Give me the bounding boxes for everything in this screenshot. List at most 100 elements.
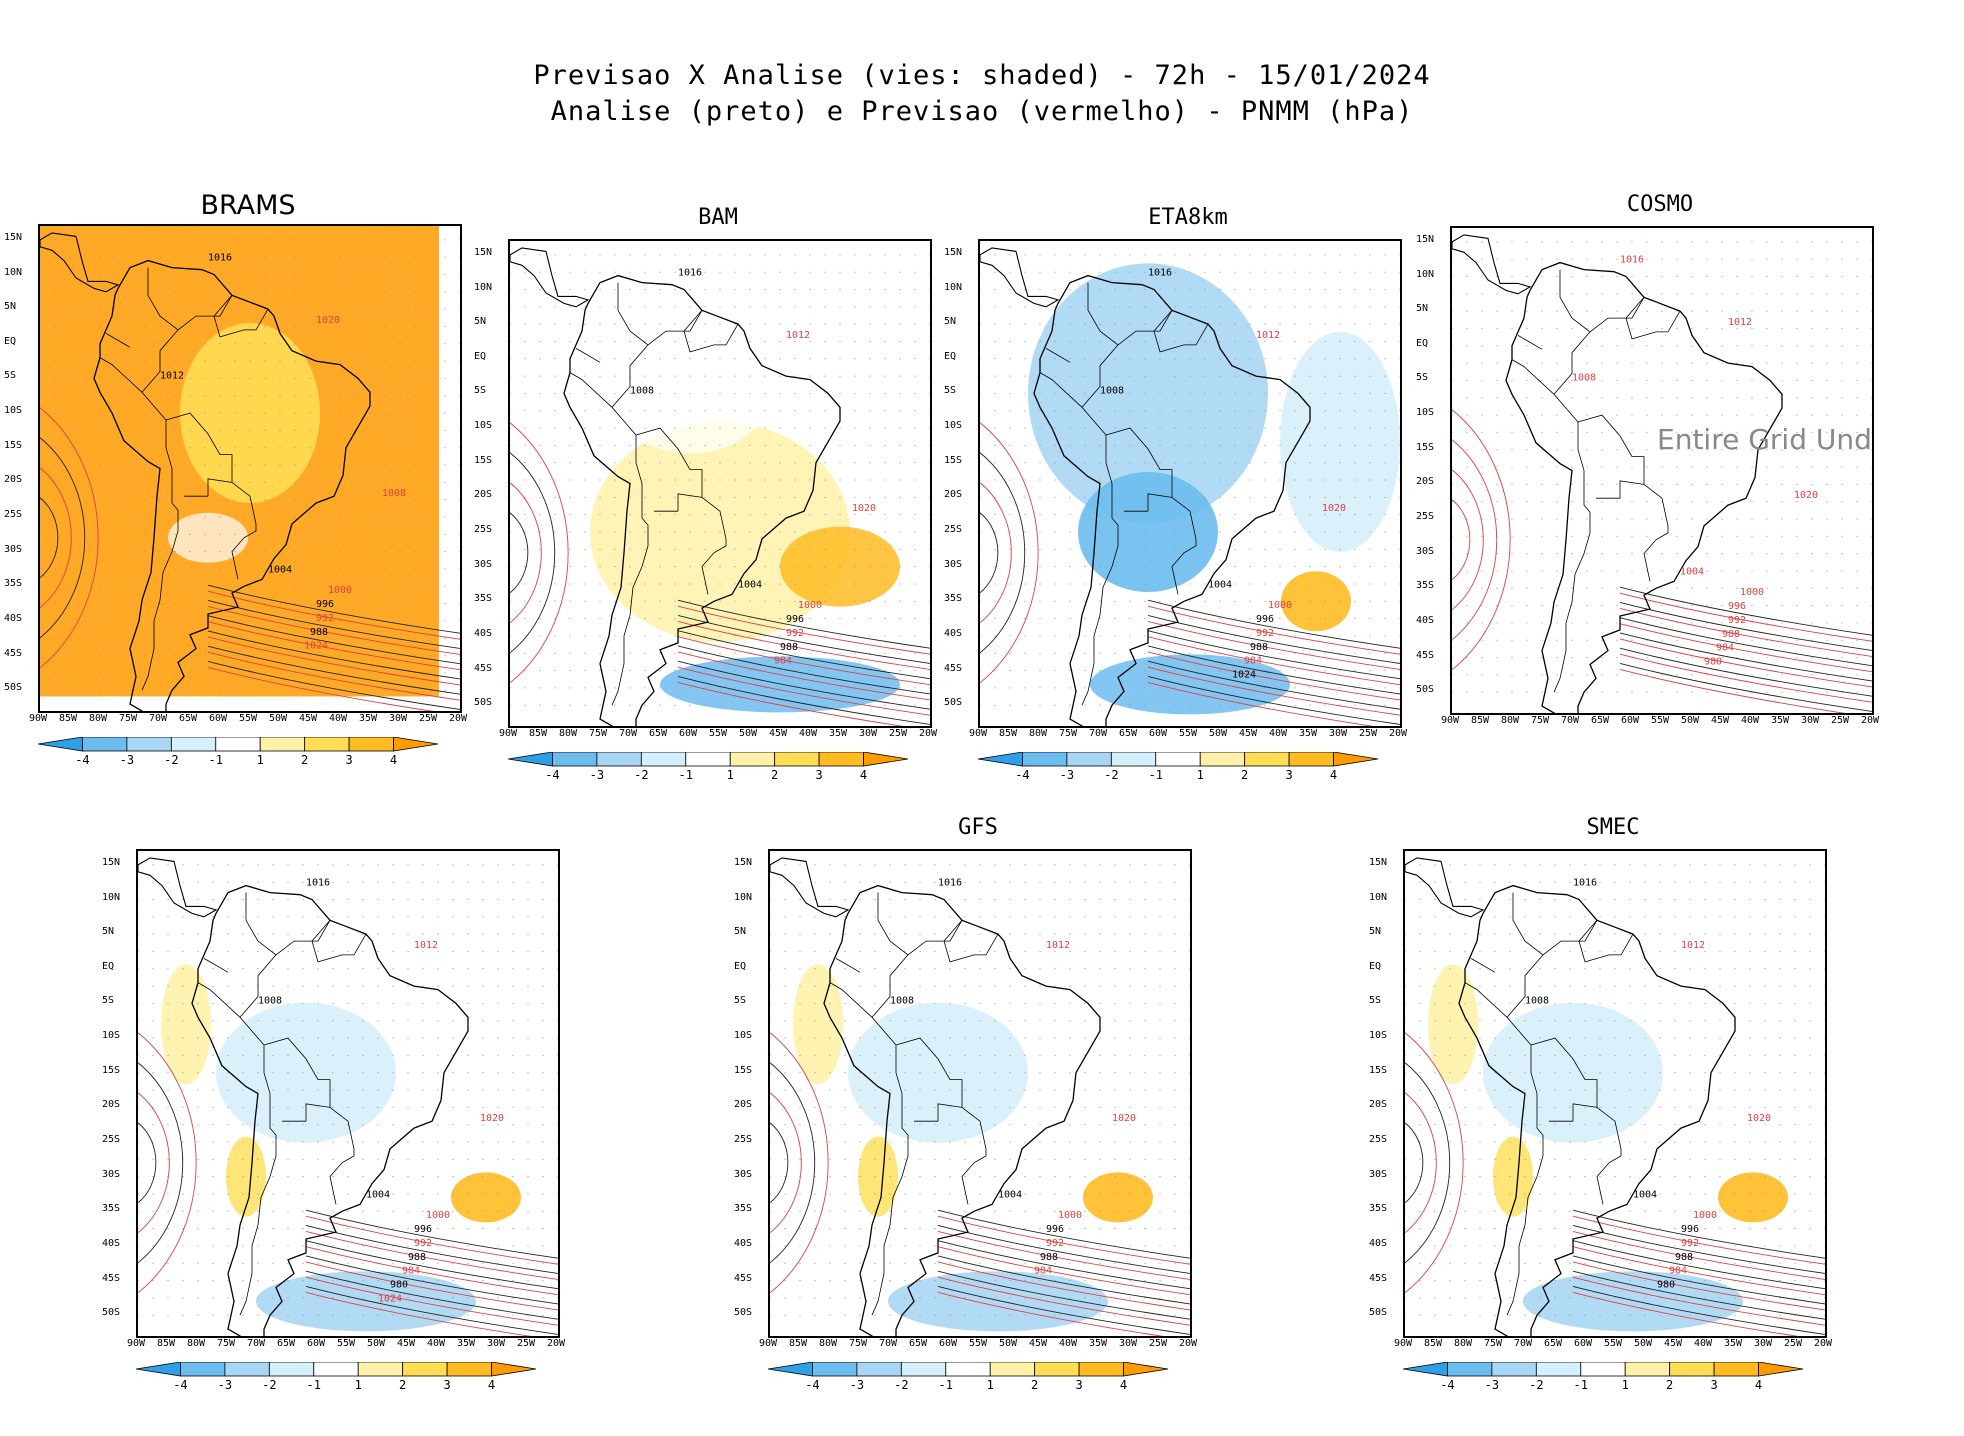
grid-dot (189, 429, 191, 431)
grid-dot (1339, 271, 1341, 273)
grid-dot (1114, 358, 1116, 360)
grid-dot (569, 548, 571, 550)
grid-dot (889, 1262, 891, 1264)
grid-dot (1646, 553, 1648, 555)
grid-dot (1721, 397, 1723, 399)
grid-dot (429, 273, 431, 276)
grid-dot (1541, 397, 1543, 399)
grid-dot (869, 548, 871, 550)
grid-dot (949, 1314, 951, 1316)
grid-dot (1661, 431, 1663, 433)
grid-dot (407, 1054, 409, 1056)
grid-dot (1219, 479, 1221, 481)
grid-dot (1144, 496, 1146, 498)
grid-dot (1556, 691, 1558, 693)
grid-dot (429, 343, 431, 345)
grid-dot (204, 585, 206, 587)
grid-dot (1481, 327, 1483, 330)
grid-dot (40, 620, 41, 622)
grid-dot (407, 1210, 409, 1212)
grid-dot (234, 654, 236, 657)
grid-dot (557, 881, 558, 883)
grid-dot (1781, 518, 1783, 520)
grid-dot (889, 1106, 891, 1108)
contour-label: 984 (1244, 656, 1262, 667)
grid-dot (554, 479, 556, 481)
grid-dot (54, 499, 56, 501)
grid-dot (114, 447, 116, 449)
lat-tick-label: EQ (474, 350, 487, 362)
grid-dot (994, 1262, 996, 1264)
grid-dot (182, 1089, 184, 1091)
grid-dot (884, 254, 886, 256)
grid-dot (84, 603, 86, 605)
grid-dot (949, 864, 951, 866)
grid-dot (859, 1037, 861, 1039)
grid-dot (569, 514, 571, 516)
grid-dot (779, 583, 781, 585)
grid-dot (354, 325, 356, 328)
grid-dot (129, 672, 131, 674)
grid-dot (1309, 427, 1311, 429)
grid-dot (429, 533, 431, 535)
grid-dot (914, 652, 916, 654)
grid-dot (1399, 288, 1400, 291)
grid-dot (219, 533, 221, 535)
contour-label: 1004 (1680, 566, 1704, 577)
grid-dot (452, 1002, 454, 1005)
grid-dot (369, 689, 371, 691)
grid-dot (1099, 704, 1101, 706)
grid-dot (1616, 293, 1618, 295)
grid-dot (1766, 622, 1768, 624)
grid-dot (914, 340, 916, 343)
grid-dot (294, 533, 296, 535)
grid-dot (794, 288, 796, 291)
grid-dot (704, 462, 706, 464)
lat-tick-label: 35S (734, 1203, 753, 1215)
grid-dot (1856, 501, 1858, 503)
grid-dot (1496, 691, 1498, 693)
contour-label: 1024 (1232, 670, 1256, 681)
grid-dot (159, 603, 161, 605)
grid-dot (354, 516, 356, 518)
grid-dot (799, 881, 801, 883)
grid-dot (994, 1193, 996, 1195)
lon-tick-label: 70W (149, 713, 168, 724)
grid-dot (1234, 358, 1236, 360)
grid-dot (114, 689, 116, 691)
grid-dot (452, 1210, 454, 1212)
grid-dot (1676, 622, 1678, 624)
grid-dot (1069, 669, 1071, 672)
grid-dot (554, 496, 556, 498)
grid-dot (1249, 340, 1251, 343)
grid-dot (159, 533, 161, 535)
grid-dot (1009, 864, 1011, 866)
grid-dot (422, 968, 424, 970)
grid-dot (1871, 674, 1872, 676)
grid-dot (437, 1089, 439, 1091)
lat-tick-label: 15N (474, 246, 493, 258)
grid-dot (527, 1037, 529, 1039)
grid-dot (302, 968, 304, 970)
grid-dot (1054, 566, 1056, 568)
grid-dot (1234, 254, 1236, 256)
grid-dot (1279, 288, 1281, 291)
lon-tick-label: 70W (247, 1338, 266, 1349)
grid-dot (1586, 241, 1588, 243)
grid-dot (719, 462, 721, 464)
grid-dot (784, 1020, 786, 1022)
grid-dot (1309, 288, 1311, 291)
grid-dot (704, 496, 706, 498)
colorbar-segment (82, 737, 128, 752)
grid-dot (1009, 1228, 1011, 1230)
grid-dot (1751, 258, 1753, 260)
grid-dot (829, 1297, 831, 1299)
grid-dot (1024, 635, 1026, 637)
grid-dot (279, 585, 281, 587)
grid-dot (437, 1245, 439, 1247)
grid-dot (182, 1210, 184, 1212)
grid-dot (770, 1054, 771, 1056)
grid-dot (54, 689, 56, 691)
grid-dot (557, 1262, 558, 1264)
grid-dot (1721, 362, 1723, 364)
